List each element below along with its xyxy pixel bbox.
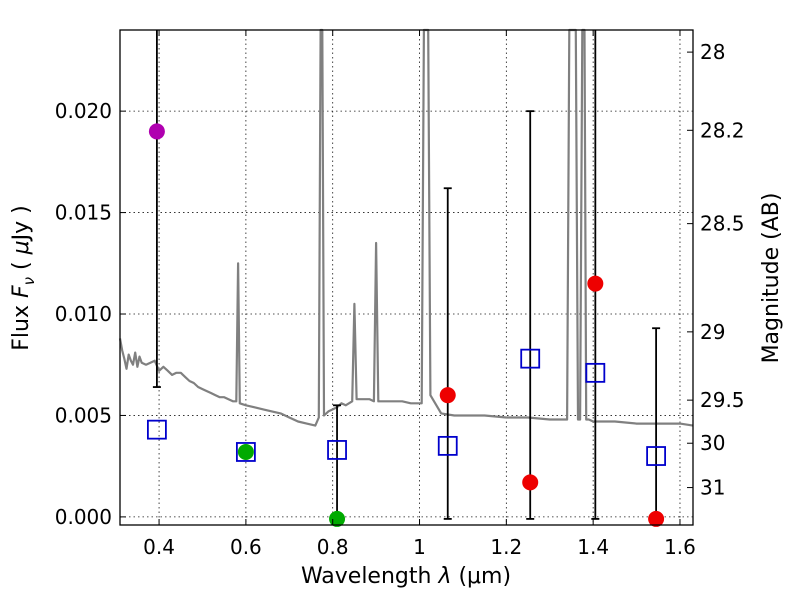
y2-tick-label: 31 [700,476,725,500]
x-axis-label-unit: (μm) [451,564,511,589]
observed-flux-point [648,510,665,527]
observed-flux-point [237,443,254,460]
y-axis-label-open: ( [9,254,34,277]
y-tick-label: 0.000 [55,505,112,529]
x-tick-label: 0.6 [230,535,262,559]
y2-tick-label: 28 [700,40,725,64]
observed-flux-point [439,387,456,404]
grid-lines [120,30,693,525]
ticks-layer: 0.4 0.6 0.8 1 1.2 1.4 1.6 0.000 0.005 0.010 0.015 0… [55,30,745,559]
y-tick-label: 0.020 [55,99,112,123]
y2-tick-label: 29.5 [700,388,745,412]
model-sed-layer [118,28,694,427]
secondary-y-axis-label: Magnitude (AB) [759,193,784,364]
observed-flux-point [148,123,165,140]
x-tick-label: 1.2 [490,535,522,559]
plot-frame [119,29,694,526]
x-tick-label: 1 [413,535,426,559]
y-axis-label-main: Flux [9,298,34,351]
observed-flux-point [522,474,539,491]
x-tick-label: 0.8 [317,535,349,559]
model-photometry-square [437,435,458,456]
y-axis-label-F: F [9,285,34,298]
model-photometry-square [235,442,256,462]
y-tick-label: 0.005 [55,403,112,427]
model-photometry-square [585,362,606,383]
y2-tick-label: 28.5 [700,212,745,236]
y2-tick-label: 28.2 [700,118,745,142]
observed-flux-point [587,275,604,292]
x-axis-label: Wavelength λ (μm) [301,564,511,589]
model-sed-line [118,28,694,427]
x-axis-label-main: Wavelength [301,564,439,589]
model-photometry-square [327,440,347,460]
y-axis-label-mu: μ [9,240,34,255]
x-tick-label: 0.4 [143,535,175,559]
model-photometry-square [146,419,167,440]
y-axis-label-nu: ν [20,277,38,285]
y-axis-label-close: Jy ) [9,205,34,242]
y2-tick-label: 30 [700,431,725,455]
x-tick-label: 1.6 [664,535,696,559]
x-axis-label-lambda: λ [437,564,451,589]
markers-layer [146,123,667,527]
y-tick-label: 0.015 [55,201,112,225]
y-axis-label: Flux Fν ( μJy ) [9,205,38,350]
x-tick-label: 1.4 [577,535,609,559]
model-photometry-square [646,446,667,466]
model-photometry-square [520,348,541,369]
y-tick-label: 0.010 [55,302,112,326]
y2-tick-label: 29 [700,320,725,344]
